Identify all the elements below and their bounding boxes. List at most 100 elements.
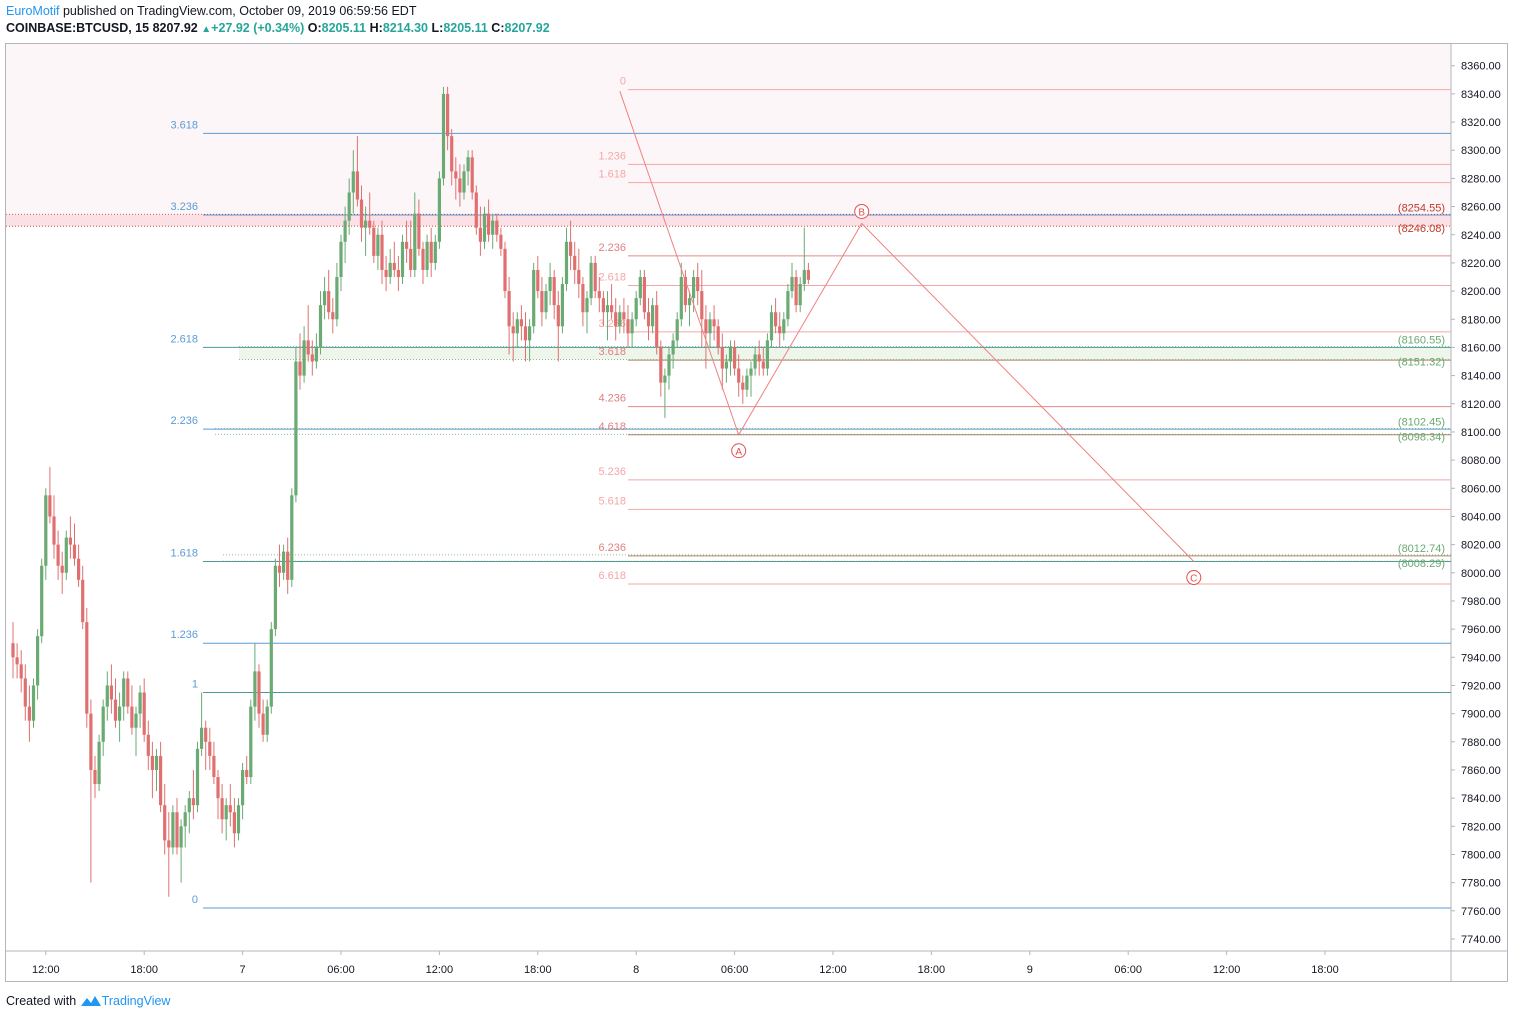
fib-label-left: 0: [192, 894, 198, 906]
candle-body: [101, 706, 105, 742]
candle-body: [482, 213, 487, 242]
time-tick-label: 9: [1027, 964, 1033, 976]
fib-label-right: 5.236: [598, 466, 626, 478]
candle-body: [179, 826, 183, 848]
price-tick-label: 7960.00: [1461, 624, 1501, 636]
candle-body: [40, 565, 44, 637]
low-label: L:: [431, 21, 444, 35]
price-level-label: (8151.32): [1398, 357, 1445, 369]
resistance-zone: [6, 214, 1451, 227]
candle-body: [634, 298, 638, 320]
candle-body: [532, 269, 536, 327]
candle-body: [667, 354, 671, 376]
candle-body: [327, 291, 331, 313]
candle-body: [253, 671, 257, 707]
candle-body: [614, 312, 618, 327]
candle-body: [347, 192, 351, 221]
chart-area[interactable]: 7740.00 7760.00 7780.00 7800.00 7820.00 7840.…: [5, 43, 1508, 982]
price-level-label: (8008.29): [1398, 558, 1445, 570]
price-tick-label: 8180.00: [1461, 314, 1501, 326]
fib-label-left: 2.618: [170, 333, 198, 345]
time-tick-label: 12:00: [819, 964, 847, 976]
time-tick-label: 18:00: [1311, 964, 1339, 976]
candle-body: [417, 213, 421, 249]
candle-body: [577, 269, 581, 285]
price-tick-label: 7900.00: [1461, 709, 1501, 721]
candle-body: [384, 269, 388, 278]
candle-body: [581, 284, 585, 313]
candle-body: [261, 713, 265, 735]
candle-body: [273, 565, 277, 630]
candle-body: [720, 347, 724, 369]
candle-body: [794, 277, 798, 306]
candle-body: [605, 305, 610, 313]
time-tick-label: 12:00: [1213, 964, 1241, 976]
candle-body: [646, 312, 651, 327]
price-tick-label: 8060.00: [1461, 483, 1501, 495]
candle-body: [19, 664, 23, 679]
fib-label-left: 1: [192, 679, 198, 691]
change: +27.92 (+0.34%): [211, 21, 305, 35]
candle-body: [405, 241, 409, 249]
candle-body: [769, 312, 774, 341]
candle-body: [351, 171, 355, 193]
candle-body: [569, 241, 573, 256]
price-tick-label: 8340.00: [1461, 89, 1501, 101]
candle-body: [638, 277, 642, 299]
candle-body: [85, 622, 89, 714]
candle-body: [396, 269, 400, 278]
candle-body: [134, 713, 138, 728]
candle-body: [72, 544, 77, 559]
candle-body: [671, 340, 675, 355]
candle-body: [130, 706, 134, 728]
candle-body: [355, 171, 359, 200]
candle-body: [286, 551, 290, 580]
candle-body: [269, 629, 273, 707]
up-arrow-icon: ▲: [201, 24, 212, 35]
candle-body: [27, 706, 31, 721]
wave-label: C: [1190, 574, 1197, 585]
footer: Created with TradingView: [6, 994, 170, 1008]
candle-body: [11, 643, 15, 658]
candle-body: [265, 706, 269, 735]
fib-label-right: 0: [620, 76, 626, 88]
open-value: 8205.11: [321, 21, 367, 35]
candle-body: [257, 671, 261, 714]
candle-body: [696, 277, 700, 292]
candle-body: [138, 692, 142, 714]
fib-label-left: 1.618: [170, 548, 198, 560]
candle-body: [737, 368, 741, 383]
price-level-label: (8102.45): [1398, 416, 1445, 428]
price-tick-label: 7840.00: [1461, 793, 1501, 805]
candle-body: [749, 368, 753, 376]
candle-body: [335, 277, 339, 320]
price-tick-label: 8240.00: [1461, 230, 1501, 242]
candle-body: [331, 312, 335, 320]
price-tick-label: 8080.00: [1461, 455, 1501, 467]
price-tick-label: 8040.00: [1461, 511, 1501, 523]
price-tick-label: 8120.00: [1461, 399, 1501, 411]
candle-body: [126, 678, 130, 707]
candle-body: [44, 495, 48, 566]
candle-body: [642, 277, 646, 313]
candle-body: [359, 199, 364, 228]
candle-body: [216, 777, 220, 799]
candle-body: [388, 262, 392, 278]
candle-body: [491, 220, 495, 235]
candlestick-chart[interactable]: 7740.00 7760.00 7780.00 7800.00 7820.00 7840.…: [6, 44, 1507, 981]
wave-label: A: [735, 447, 742, 458]
price-tick-label: 7740.00: [1461, 934, 1501, 946]
candle-body: [630, 319, 634, 334]
tradingview-link[interactable]: TradingView: [101, 994, 171, 1008]
price-tick-label: 8280.00: [1461, 173, 1501, 185]
candle-body: [663, 375, 667, 383]
fib-label-right: 3.618: [598, 346, 626, 358]
candle-body: [519, 319, 523, 327]
candle-body: [700, 291, 704, 320]
price-tick-label: 7940.00: [1461, 652, 1501, 664]
candle-body: [208, 741, 212, 756]
price-tick-label: 7980.00: [1461, 596, 1501, 608]
author-link[interactable]: EuroMotif: [6, 4, 60, 18]
candle-body: [802, 269, 806, 285]
candle-body: [503, 248, 507, 292]
